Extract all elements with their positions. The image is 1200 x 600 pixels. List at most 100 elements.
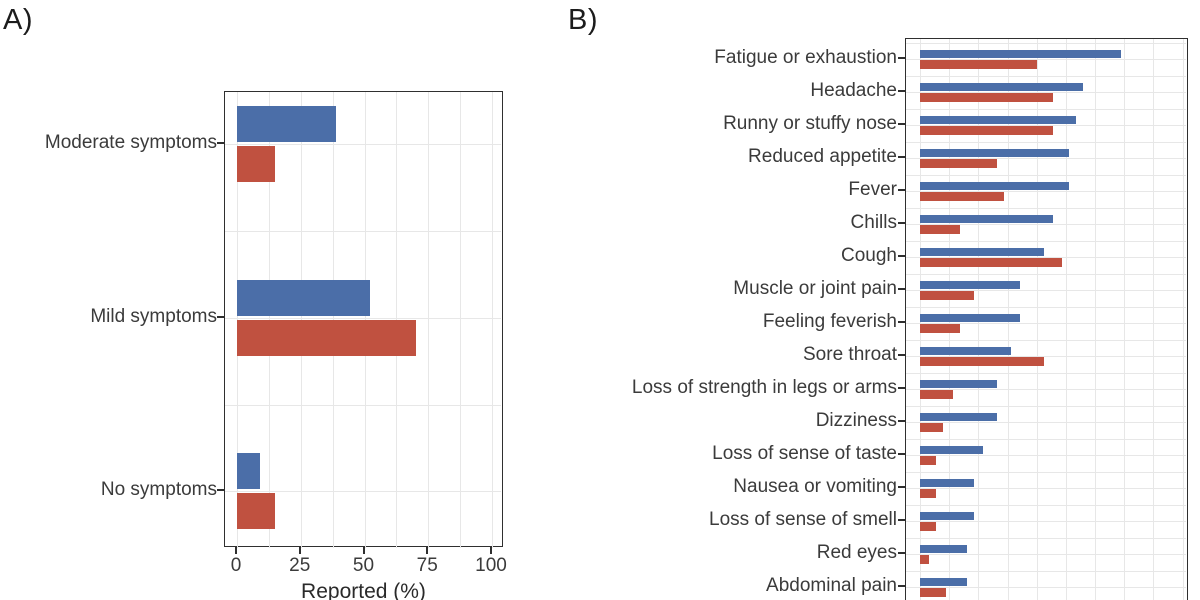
- gridline-y-20: [906, 141, 1186, 143]
- category-label-loss-of-sense-of-taste: Loss of sense of taste: [712, 443, 897, 464]
- y-axis-tick-fatigue-or-exhaustion: [898, 57, 905, 59]
- category-label-fatigue-or-exhaustion: Fatigue or exhaustion: [714, 47, 897, 68]
- bar-red-cough: [920, 258, 1063, 267]
- bar-blue-chills: [920, 214, 1053, 223]
- y-axis-tick-sore-throat: [898, 354, 905, 356]
- gridline-x-62.5: [1065, 39, 1067, 600]
- category-label-cough: Cough: [841, 245, 897, 266]
- bar-blue-no-symptoms: [237, 453, 260, 489]
- bar-red-abdominal-pain: [920, 588, 946, 597]
- bar-red-runny-or-stuffy-nose: [920, 126, 1053, 135]
- gridline-y-0: [225, 144, 501, 145]
- y-axis-tick-loss-of-sense-of-smell: [898, 519, 905, 521]
- gridline-y-8: [906, 323, 1186, 324]
- gridline-x-87.5: [1124, 39, 1126, 600]
- category-label-loss-of-sense-of-smell: Loss of sense of smell: [709, 509, 897, 530]
- gridline-y-18: [906, 75, 1186, 77]
- category-label-fever: Fever: [848, 179, 897, 200]
- gridline-y-13: [906, 488, 1186, 489]
- gridline-y-26: [906, 339, 1186, 341]
- gridline-y-25: [906, 306, 1186, 308]
- y-axis-tick-runny-or-stuffy-nose: [898, 123, 905, 125]
- category-label-sore-throat: Sore throat: [803, 344, 897, 365]
- gridline-y-17: [906, 42, 1186, 44]
- bar-blue-muscle-or-joint-pain: [920, 280, 1021, 289]
- y-axis-tick-reduced-appetite: [898, 156, 905, 158]
- bar-red-reduced-appetite: [920, 159, 997, 168]
- bar-red-fever: [920, 192, 1004, 201]
- category-label-loss-of-strength-in-legs-or-arms: Loss of strength in legs or arms: [631, 377, 897, 398]
- gridline-x-100: [1153, 39, 1155, 600]
- bar-red-nausea-or-vomiting: [920, 489, 937, 498]
- category-label-runny-or-stuffy-nose: Runny or stuffy nose: [723, 113, 897, 134]
- y-axis-tick-headache: [898, 90, 905, 92]
- gridline-y-4: [225, 404, 501, 406]
- y-axis-tick-dizziness: [898, 420, 905, 422]
- category-label-headache: Headache: [810, 80, 897, 101]
- bar-red-feeling-feverish: [920, 324, 960, 333]
- y-axis-tick-nausea-or-vomiting: [898, 486, 905, 488]
- x-tick-label-75: 75: [416, 555, 438, 576]
- gridline-x-75: [428, 92, 430, 548]
- bar-blue-abdominal-pain: [920, 577, 967, 586]
- gridline-y-2: [906, 125, 1186, 126]
- chart-a-plot: [224, 91, 503, 548]
- bar-blue-loss-of-sense-of-smell: [920, 511, 974, 520]
- bar-blue-runny-or-stuffy-nose: [920, 115, 1077, 124]
- gridline-y-0: [906, 59, 1186, 60]
- bar-blue-red-eyes: [920, 544, 967, 553]
- bar-blue-dizziness: [920, 412, 997, 421]
- gridline-x-100: [492, 92, 493, 548]
- gridline-y-3: [225, 231, 501, 232]
- x-axis-tick-25: [298, 547, 301, 554]
- category-label-muscle-or-joint-pain: Muscle or joint pain: [733, 278, 897, 299]
- gridline-y-31: [906, 504, 1186, 506]
- gridline-y-28: [906, 405, 1186, 407]
- category-label-nausea-or-vomiting: Nausea or vomiting: [733, 476, 897, 497]
- gridline-y-3: [906, 158, 1186, 159]
- category-label-red-eyes: Red eyes: [816, 542, 897, 563]
- bar-blue-fever: [920, 181, 1070, 190]
- bar-red-dizziness: [920, 423, 944, 432]
- gridline-y-19: [906, 108, 1186, 110]
- panel-a-label: A): [3, 4, 33, 36]
- bar-red-loss-of-sense-of-smell: [920, 522, 937, 531]
- gridline-y-24: [906, 273, 1186, 275]
- x-tick-label-0: 0: [230, 555, 242, 576]
- y-axis-tick-red-eyes: [898, 552, 905, 554]
- x-axis-tick-75: [426, 547, 429, 554]
- gridline-y-22: [906, 207, 1186, 209]
- gridline-y-12: [906, 455, 1186, 456]
- category-label-chills: Chills: [850, 212, 897, 233]
- gridline-y-4: [906, 191, 1186, 192]
- y-axis-tick-muscle-or-joint-pain: [898, 288, 905, 290]
- gridline-y-11: [906, 422, 1186, 423]
- bar-blue-loss-of-sense-of-taste: [920, 445, 983, 454]
- gridline-y-23: [906, 240, 1186, 242]
- gridline-y-10: [906, 389, 1186, 390]
- gridline-x-75: [1095, 39, 1096, 600]
- category-label-feeling-feverish: Feeling feverish: [762, 311, 897, 332]
- bar-blue-cough: [920, 247, 1044, 256]
- bar-red-loss-of-strength-in-legs-or-arms: [920, 390, 953, 399]
- x-tick-label-100: 100: [475, 555, 507, 576]
- y-axis-tick-abdominal-pain: [898, 585, 905, 587]
- bar-blue-headache: [920, 82, 1084, 91]
- bar-red-red-eyes: [920, 555, 930, 564]
- gridline-y-14: [906, 521, 1186, 522]
- category-label-abdominal-pain: Abdominal pain: [766, 575, 897, 596]
- bar-red-moderate-symptoms: [237, 146, 276, 182]
- category-label-no-symptoms: No symptoms: [100, 479, 217, 500]
- category-label-mild-symptoms: Mild symptoms: [90, 306, 217, 327]
- gridline-x-50: [1036, 39, 1038, 600]
- bar-red-loss-of-sense-of-taste: [920, 456, 937, 465]
- x-tick-label-25: 25: [289, 555, 311, 576]
- gridline-y-2: [225, 491, 501, 492]
- bar-red-mild-symptoms: [237, 320, 416, 356]
- panel-b-label: B): [568, 4, 598, 36]
- y-axis-tick-fever: [898, 189, 905, 191]
- gridline-y-5: [906, 224, 1186, 225]
- y-axis-tick-loss-of-strength-in-legs-or-arms: [898, 387, 905, 389]
- y-axis-tick-loss-of-sense-of-taste: [898, 453, 905, 455]
- y-axis-tick-cough: [898, 255, 905, 257]
